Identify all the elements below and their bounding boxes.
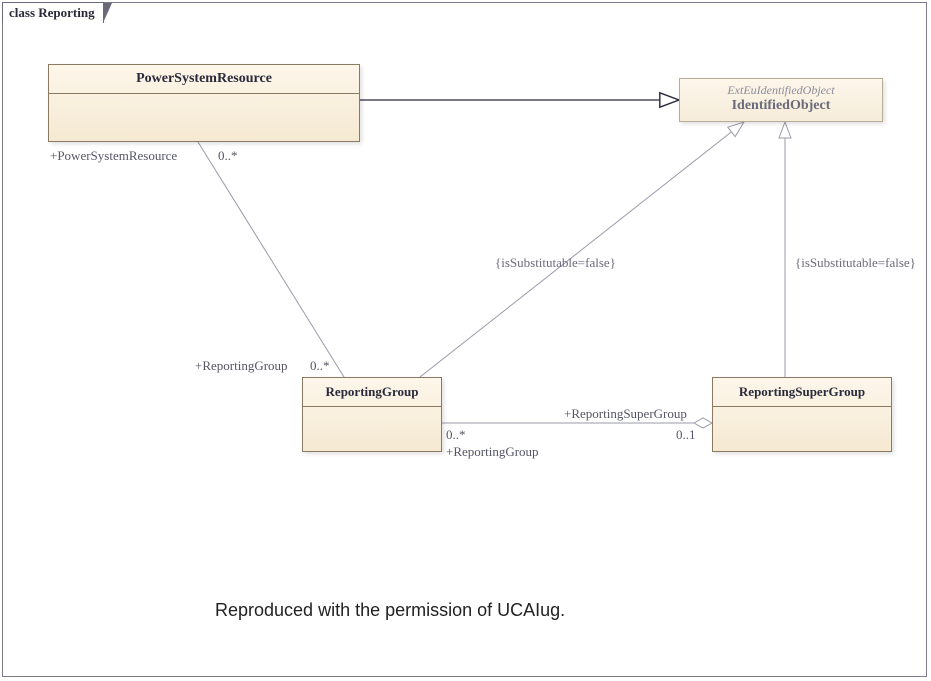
multiplicity-label: 0..* — [310, 358, 330, 374]
class-title: ReportingSuperGroup — [713, 378, 891, 406]
class-title: PowerSystemResource — [49, 65, 359, 93]
diagram-title: Reporting — [38, 5, 94, 20]
constraint-label: {isSubstitutable=false} — [495, 255, 616, 271]
class-stereotype: ExtEuIdentifiedObject — [680, 79, 882, 98]
class-rg: ReportingGroup — [302, 377, 442, 452]
constraint-label: {isSubstitutable=false} — [795, 255, 916, 271]
class-title: IdentifiedObject — [680, 98, 882, 120]
multiplicity-label: 0..1 — [676, 427, 696, 443]
class-compartment — [49, 93, 359, 141]
class-rsg: ReportingSuperGroup — [712, 377, 892, 452]
class-title: ReportingGroup — [303, 378, 441, 406]
uml-diagram-canvas: class Reporting PowerSystemResource ExtEu… — [0, 0, 931, 681]
role-label: +ReportingGroup — [195, 358, 288, 374]
class-psr: PowerSystemResource — [48, 64, 360, 142]
class-io: ExtEuIdentifiedObjectIdentifiedObject — [679, 78, 883, 122]
diagram-caption: Reproduced with the permission of UCAIug… — [215, 600, 565, 621]
diagram-title-prefix: class — [9, 5, 35, 20]
multiplicity-label: 0..* — [218, 148, 238, 164]
role-label: +PowerSystemResource — [50, 148, 177, 164]
multiplicity-label: 0..* — [446, 427, 466, 443]
diagram-title-tab: class Reporting — [2, 2, 104, 23]
role-label: +ReportingGroup — [446, 444, 539, 460]
class-compartment — [713, 406, 891, 451]
class-compartment — [303, 406, 441, 451]
role-label: +ReportingSuperGroup — [564, 406, 687, 422]
